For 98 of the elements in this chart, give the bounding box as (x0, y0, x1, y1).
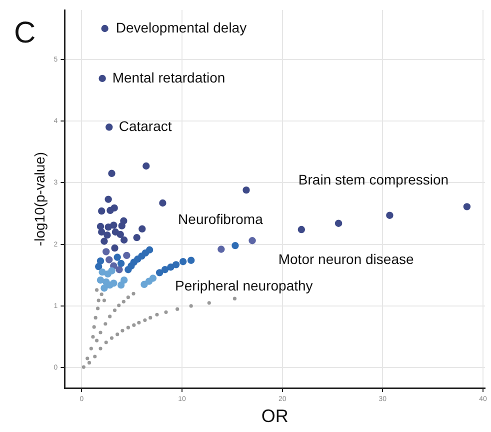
point (149, 274, 157, 282)
point (104, 322, 108, 326)
point (298, 226, 306, 234)
annotation: Motor neuron disease (278, 251, 414, 268)
point (132, 323, 136, 327)
point (110, 280, 118, 287)
point (104, 231, 111, 239)
point (123, 252, 130, 260)
annotation: Developmental delay (116, 19, 247, 36)
point (159, 199, 166, 207)
point (98, 228, 106, 236)
point (104, 223, 112, 231)
y-axis-title: -log10(p-value) (31, 152, 48, 246)
point (102, 248, 110, 256)
point (110, 336, 114, 340)
point (172, 261, 180, 268)
point (242, 186, 250, 194)
point (98, 346, 102, 350)
point (176, 307, 180, 311)
point (104, 340, 108, 344)
point (94, 288, 99, 292)
point (126, 296, 130, 300)
point (386, 212, 394, 219)
point (101, 24, 108, 32)
point (111, 244, 118, 252)
point (95, 262, 102, 270)
point (108, 267, 116, 274)
point (112, 308, 117, 312)
point (248, 237, 256, 244)
point (137, 320, 141, 324)
point (463, 203, 471, 210)
point (187, 256, 195, 264)
point (132, 292, 136, 296)
point (116, 332, 120, 336)
point (138, 225, 146, 233)
point (104, 196, 112, 203)
point (108, 314, 112, 318)
point (232, 242, 239, 250)
point (98, 330, 102, 334)
annotation: Brain stem compression (298, 172, 449, 188)
point (334, 220, 342, 227)
point (156, 269, 164, 276)
point (232, 296, 237, 300)
point (86, 356, 90, 360)
point (94, 316, 98, 320)
point (120, 328, 124, 332)
point (116, 230, 124, 238)
point (161, 266, 169, 274)
point (116, 266, 123, 274)
point (179, 258, 187, 266)
point (114, 254, 121, 261)
point (155, 312, 159, 316)
point (102, 298, 106, 302)
point (148, 316, 152, 320)
point (100, 238, 108, 245)
point (98, 268, 106, 276)
point (96, 298, 100, 302)
annotation: Peripheral neuropathy (175, 278, 313, 294)
point (120, 276, 128, 284)
point (133, 234, 140, 242)
point (143, 318, 147, 322)
point (92, 325, 96, 329)
point (89, 346, 93, 350)
point (117, 260, 125, 268)
point (124, 266, 132, 274)
point (218, 246, 225, 253)
point (96, 306, 100, 310)
point (100, 284, 108, 292)
point (106, 124, 113, 131)
point (91, 335, 95, 339)
point (96, 257, 104, 265)
point (122, 300, 126, 304)
annotation: Cataract (118, 118, 172, 134)
point (126, 326, 130, 330)
point (117, 304, 121, 308)
annotation: Mental retardation (112, 69, 226, 86)
point (118, 222, 126, 230)
point (142, 162, 150, 170)
point (87, 360, 92, 365)
point (164, 310, 168, 314)
annotation: Neurofibroma (178, 211, 264, 228)
point (106, 256, 113, 264)
point (98, 74, 106, 82)
point (207, 301, 211, 305)
point (98, 207, 106, 215)
point (117, 281, 125, 289)
point (108, 170, 116, 178)
text: C (14, 16, 36, 50)
point (82, 365, 86, 369)
point (100, 292, 104, 296)
point (167, 264, 174, 271)
x-axis-title: OR (261, 406, 288, 426)
point (93, 354, 97, 358)
point (120, 236, 128, 244)
point (94, 338, 99, 342)
point (189, 304, 193, 308)
point (96, 276, 104, 284)
point (106, 206, 114, 214)
